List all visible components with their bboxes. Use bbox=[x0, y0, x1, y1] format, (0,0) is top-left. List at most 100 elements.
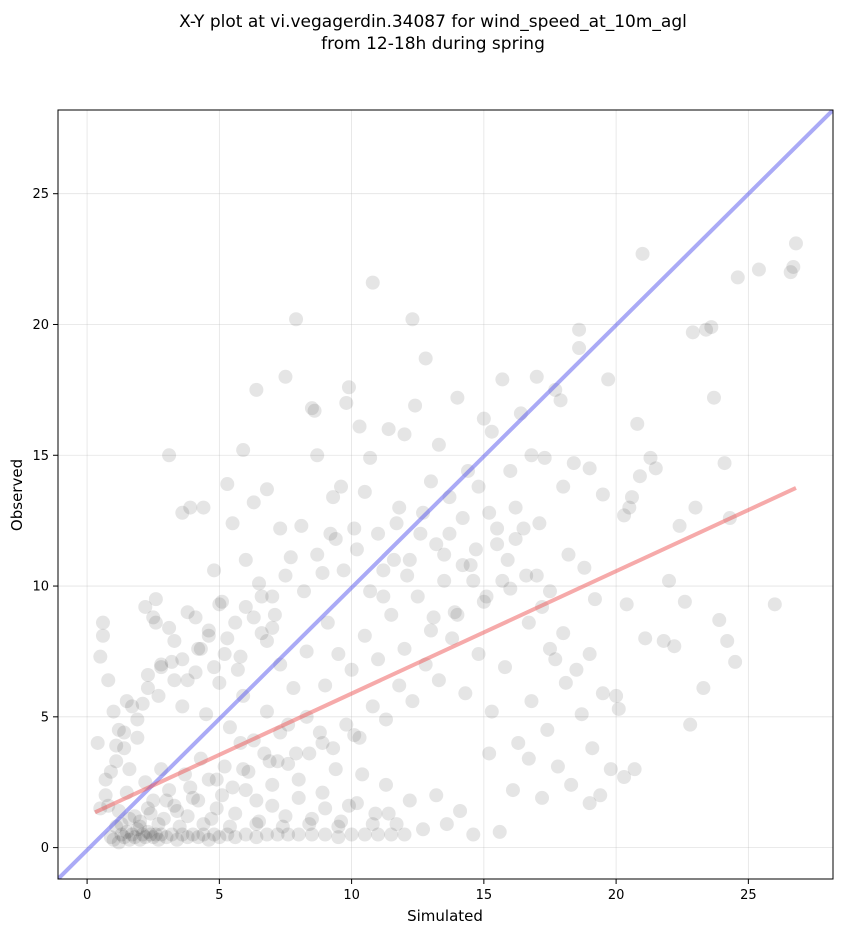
data-point bbox=[170, 832, 185, 847]
data-point bbox=[617, 508, 632, 523]
data-point bbox=[378, 712, 393, 727]
data-point bbox=[154, 827, 169, 842]
data-point bbox=[635, 246, 650, 261]
data-point bbox=[328, 531, 343, 546]
data-point bbox=[508, 500, 523, 515]
data-point bbox=[273, 521, 288, 536]
data-point bbox=[175, 652, 190, 667]
data-point bbox=[630, 416, 645, 431]
data-point bbox=[532, 516, 547, 531]
data-point bbox=[236, 443, 251, 458]
data-point bbox=[175, 505, 190, 520]
data-point bbox=[468, 542, 483, 557]
data-point bbox=[180, 830, 195, 845]
data-point bbox=[185, 827, 200, 842]
data-point bbox=[529, 369, 544, 384]
data-point bbox=[540, 722, 555, 737]
data-point bbox=[402, 552, 417, 567]
data-point bbox=[558, 675, 573, 690]
data-point bbox=[471, 647, 486, 662]
y-tick-label: 10 bbox=[32, 580, 49, 595]
data-point bbox=[685, 325, 700, 340]
data-point bbox=[683, 717, 698, 732]
data-point bbox=[519, 568, 534, 583]
data-point bbox=[214, 594, 229, 609]
data-point bbox=[339, 717, 354, 732]
data-point bbox=[371, 827, 386, 842]
data-point bbox=[140, 801, 155, 816]
data-point bbox=[140, 681, 155, 696]
y-tick-label: 5 bbox=[41, 710, 49, 725]
data-point bbox=[542, 584, 557, 599]
data-point bbox=[450, 390, 465, 405]
data-point bbox=[455, 511, 470, 526]
data-point bbox=[492, 824, 507, 839]
data-point bbox=[130, 712, 145, 727]
data-point bbox=[357, 827, 372, 842]
data-point bbox=[262, 754, 277, 769]
data-point bbox=[217, 647, 232, 662]
data-point bbox=[400, 568, 415, 583]
data-point bbox=[127, 809, 142, 824]
data-point bbox=[365, 699, 380, 714]
data-point bbox=[622, 500, 637, 515]
data-point bbox=[595, 487, 610, 502]
data-point bbox=[566, 456, 581, 471]
data-point bbox=[207, 660, 222, 675]
data-point bbox=[188, 665, 203, 680]
data-point bbox=[310, 547, 325, 562]
data-point bbox=[289, 312, 304, 327]
data-point bbox=[265, 798, 280, 813]
data-point bbox=[397, 827, 412, 842]
data-point bbox=[162, 448, 177, 463]
data-point bbox=[175, 827, 190, 842]
x-tick-label: 5 bbox=[215, 888, 223, 903]
data-point bbox=[302, 817, 317, 832]
data-point bbox=[249, 382, 264, 397]
data-point bbox=[455, 558, 470, 573]
data-point bbox=[569, 662, 584, 677]
data-point bbox=[212, 675, 227, 690]
data-point bbox=[217, 759, 232, 774]
data-point bbox=[326, 741, 341, 756]
data-point bbox=[209, 801, 224, 816]
data-point bbox=[696, 681, 711, 696]
data-point bbox=[138, 599, 153, 614]
data-point bbox=[154, 657, 169, 672]
data-point bbox=[418, 351, 433, 366]
plot-frame bbox=[57, 109, 834, 880]
data-point bbox=[130, 730, 145, 745]
data-point bbox=[281, 756, 296, 771]
data-point bbox=[233, 649, 248, 664]
data-point bbox=[431, 437, 446, 452]
data-point bbox=[296, 584, 311, 599]
data-point bbox=[561, 547, 576, 562]
data-point bbox=[521, 615, 536, 630]
data-point bbox=[378, 777, 393, 792]
data-point bbox=[466, 827, 481, 842]
data-point bbox=[307, 403, 322, 418]
data-point bbox=[183, 780, 198, 795]
data-point bbox=[334, 814, 349, 829]
data-point bbox=[408, 398, 423, 413]
data-point bbox=[376, 563, 391, 578]
data-point bbox=[416, 822, 431, 837]
data-point bbox=[556, 626, 571, 641]
data-point bbox=[344, 662, 359, 677]
data-point bbox=[524, 448, 539, 463]
data-point bbox=[482, 746, 497, 761]
data-point bbox=[98, 788, 113, 803]
data-point bbox=[259, 827, 274, 842]
data-point bbox=[624, 490, 639, 505]
data-point bbox=[479, 589, 494, 604]
data-point bbox=[98, 772, 113, 787]
data-point bbox=[299, 644, 314, 659]
data-point bbox=[405, 312, 420, 327]
y-axis-label: Observed bbox=[8, 459, 26, 531]
data-point bbox=[582, 461, 597, 476]
data-point bbox=[238, 827, 253, 842]
data-point bbox=[357, 628, 372, 643]
x-tick-label: 0 bbox=[83, 888, 91, 903]
data-point bbox=[450, 607, 465, 622]
data-point bbox=[376, 589, 391, 604]
